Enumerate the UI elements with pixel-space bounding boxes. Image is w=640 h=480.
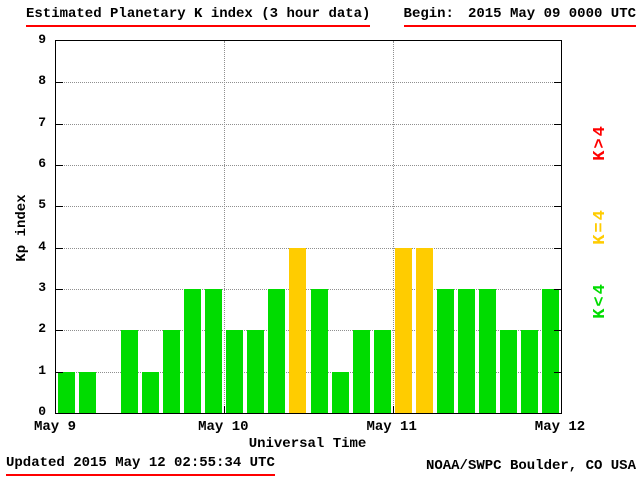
kp-bar [541,289,559,413]
y-tick-label: 1 [38,362,46,378]
legend-item: K>4 [578,106,622,178]
gridline-horizontal [56,289,561,290]
kp-bar [289,247,307,413]
y-tick-mark [554,371,561,373]
gridline-horizontal [56,206,561,208]
updated-wrap: Updated 2015 May 12 02:55:34 UTC [6,455,275,476]
y-tick-mark [554,330,561,332]
y-tick-mark [554,123,561,125]
gridline-horizontal [56,330,561,332]
legend-item: K<4 [578,264,622,336]
y-tick-mark [554,82,561,84]
gridline-horizontal [56,371,561,373]
y-tick-mark [56,247,63,249]
y-tick-mark [56,206,63,208]
gridline-vertical [392,41,394,413]
begin-label: Begin: [403,6,454,22]
chart-title-wrap: Estimated Planetary K index (3 hour data… [26,6,371,27]
kp-bar [478,289,496,413]
y-tick-mark [554,289,561,290]
x-tick-label: May 12 [534,419,586,435]
kp-bar [226,330,244,413]
legend-label: K<4 [590,281,610,319]
updated-text: Updated 2015 May 12 02:55:34 UTC [6,455,275,476]
y-tick-mark [554,247,561,249]
x-tick-label: May 9 [33,419,77,435]
plot-area [55,40,562,414]
kp-bar [79,371,97,413]
source-text: NOAA/SWPC Boulder, CO USA [425,458,636,474]
gridline-horizontal [56,247,561,249]
x-tick-mark [392,406,394,413]
kp-bar [163,330,181,413]
y-tick-label: 7 [38,114,46,130]
kp-bar [331,371,349,413]
kp-bar [184,289,202,413]
kp-bar [436,289,454,413]
kp-bar [205,289,223,413]
x-axis-title: Universal Time [248,436,367,452]
x-tick-label: May 10 [198,419,249,435]
kp-bar [352,330,370,413]
y-tick-label: 2 [38,321,46,337]
x-tick-mark [224,406,226,413]
y-tick-mark [56,165,63,166]
kp-bar [268,289,286,413]
kp-bar [457,289,475,413]
y-axis-title: Kp index [14,194,30,262]
gridline-horizontal [56,123,561,125]
y-tick-mark [56,82,63,84]
y-tick-mark [554,206,561,208]
legend-label: K>4 [590,123,610,161]
kp-bar [310,289,328,413]
gridline-vertical [224,41,226,413]
gridline-horizontal [56,82,561,84]
kp-bar [373,330,391,413]
legend-item: K=4 [578,190,622,262]
kp-bar [394,247,412,413]
x-tick-label: May 11 [366,419,417,435]
y-tick-label: 8 [38,73,46,89]
begin-underline: Begin: 2015 May 09 0000 UTC [403,6,636,27]
y-tick-label: 6 [38,156,46,171]
begin-wrap: Begin: 2015 May 09 0000 UTC [403,6,636,27]
y-tick-mark [56,371,63,373]
kp-bar [247,330,265,413]
kp-bar [499,330,517,413]
y-tick-label: 0 [38,404,46,419]
y-tick-label: 9 [38,32,46,47]
y-tick-label: 4 [38,238,46,254]
begin-value: 2015 May 09 0000 UTC [467,6,636,22]
kp-bar [121,330,139,413]
y-tick-label: 3 [38,280,46,295]
y-tick-mark [56,123,63,125]
kp-bar [520,330,538,413]
kp-bar [415,247,433,413]
kp-bar [142,371,160,413]
y-tick-label: 5 [38,197,46,213]
legend-label: K=4 [590,207,610,245]
kp-bar [58,371,76,413]
gridline-horizontal [56,165,561,166]
y-tick-mark [56,330,63,332]
y-tick-mark [554,165,561,166]
y-tick-mark [56,289,63,290]
chart-title: Estimated Planetary K index (3 hour data… [26,6,371,27]
